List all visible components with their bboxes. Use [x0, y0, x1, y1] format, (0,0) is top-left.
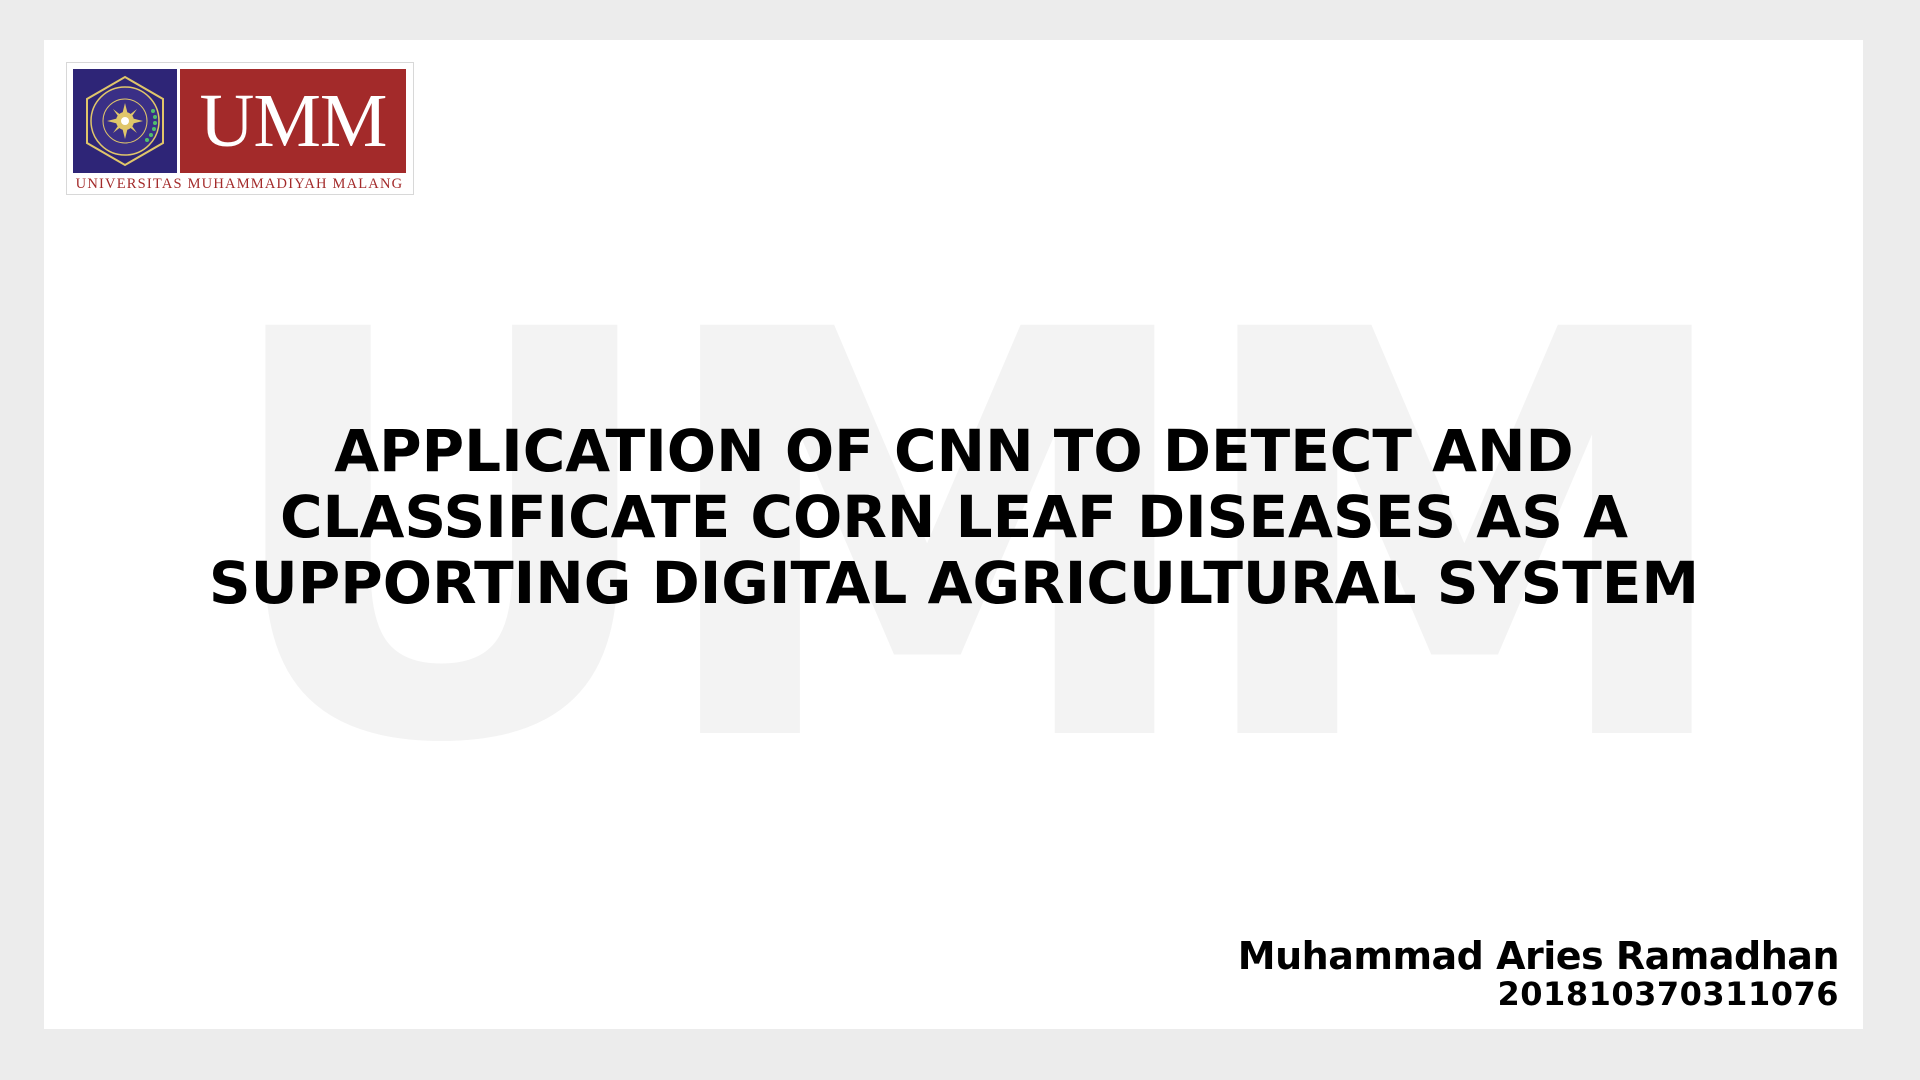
author-block: Muhammad Aries Ramadhan 201810370311076 [1237, 934, 1840, 1013]
logo-wordmark: UMM [199, 79, 387, 163]
author-name: Muhammad Aries Ramadhan [1237, 934, 1840, 978]
logo-wordmark-box: UMM [180, 69, 406, 173]
logo-caption: UNIVERSITAS MUHAMMADIYAH MALANG [75, 176, 404, 192]
university-logo: UMM UNIVERSITAS MUHAMMADIYAH MALANG [66, 62, 414, 195]
student-id: 201810370311076 [1497, 975, 1839, 1013]
watermark: UMM [214, 214, 1743, 866]
slide-title: APPLICATION OF CNN TO DETECT AND CLASSIF… [208, 417, 1700, 617]
umm-emblem-icon [73, 69, 177, 173]
slide-canvas: UMM [44, 40, 1863, 1029]
